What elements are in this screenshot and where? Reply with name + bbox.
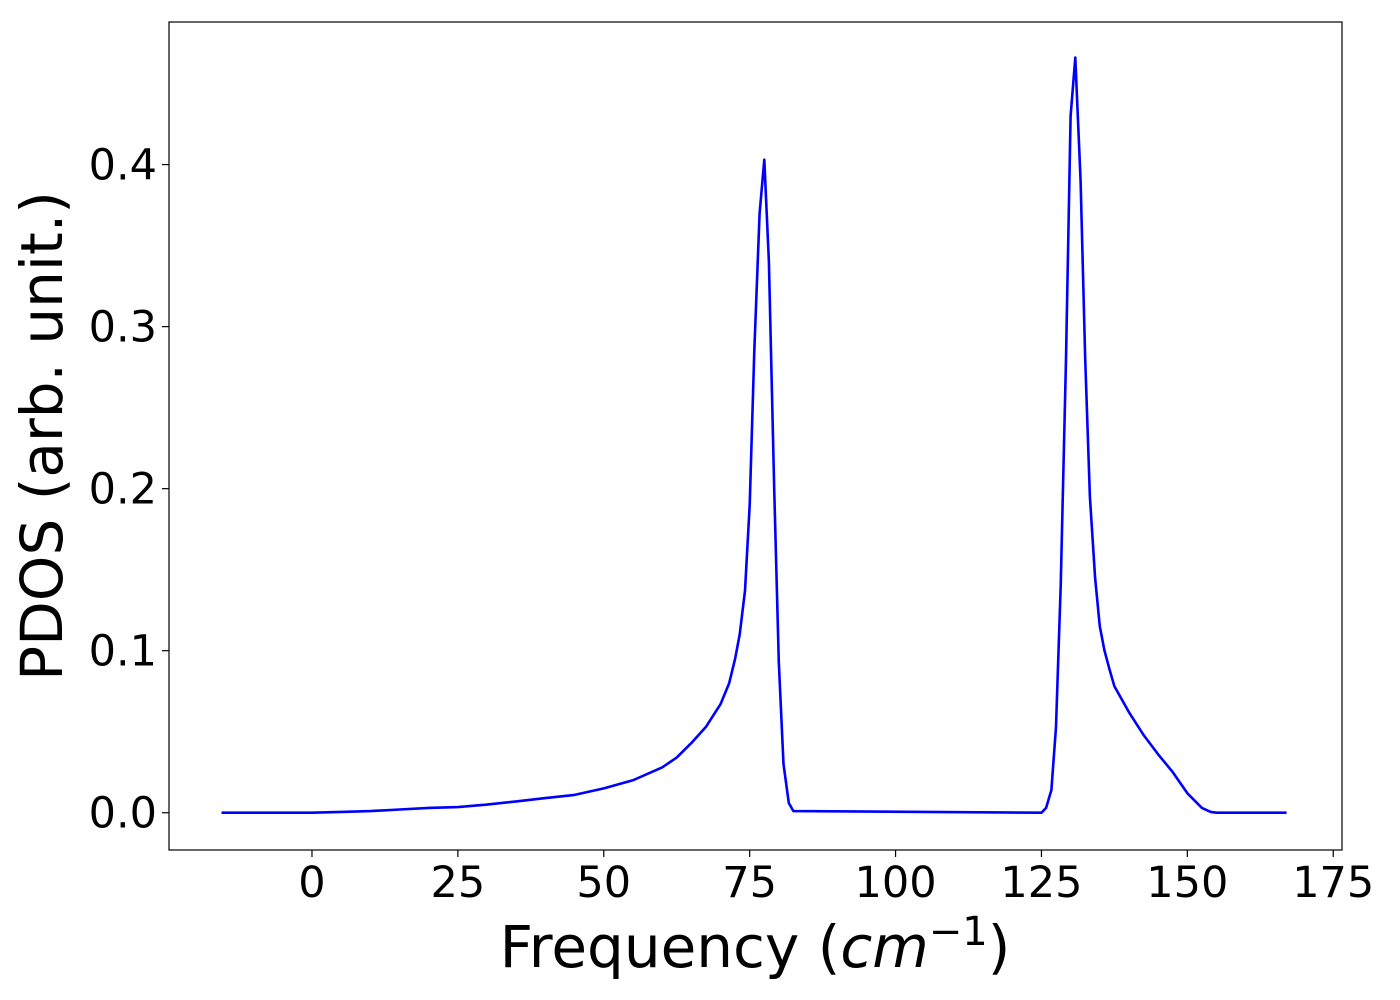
x-tick-label: 150	[1146, 858, 1228, 908]
x-axis-ticks: 0 25 50 75 100 125 150 175	[298, 850, 1374, 908]
y-axis-ticks: 0.0 0.1 0.2 0.3 0.4	[89, 141, 169, 839]
y-tick-label: 0.2	[89, 465, 157, 515]
y-tick-label: 0.4	[89, 141, 157, 191]
y-axis-label: PDOS (arb. unit.)	[8, 191, 76, 681]
x-tick-label: 125	[1000, 858, 1082, 908]
x-tick-label: 175	[1292, 858, 1374, 908]
plot-frame	[168, 21, 1343, 851]
series-layer	[221, 56, 1287, 815]
y-tick-label: 0.1	[89, 627, 157, 677]
pdos-line	[221, 56, 1287, 815]
x-tick-label: 25	[431, 858, 486, 908]
x-axis-label: Frequency (cm−1)	[500, 909, 1011, 981]
x-tick-label: 75	[722, 858, 777, 908]
x-tick-label: 50	[576, 858, 631, 908]
x-tick-label: 0	[298, 858, 325, 908]
x-tick-label: 100	[855, 858, 937, 908]
y-tick-label: 0.3	[89, 303, 157, 353]
y-tick-label: 0.0	[89, 789, 157, 839]
